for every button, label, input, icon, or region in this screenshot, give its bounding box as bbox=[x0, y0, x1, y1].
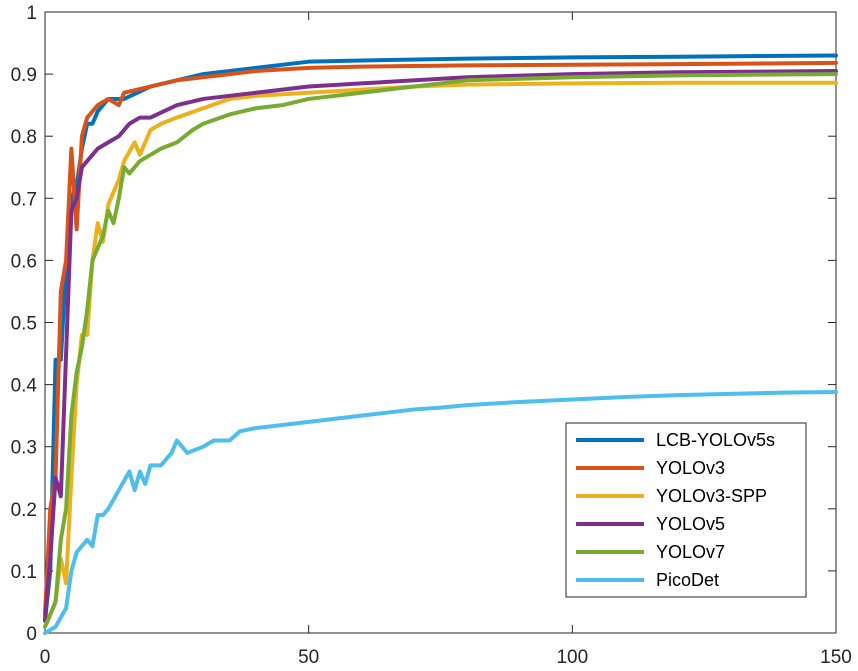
y-tick-label: 0.4 bbox=[11, 376, 38, 397]
legend-box bbox=[565, 422, 807, 598]
y-tick-label: 0.3 bbox=[11, 438, 37, 459]
series-line-3 bbox=[43, 69, 838, 623]
x-tick-label: 150 bbox=[820, 647, 852, 668]
y-tick-label: 0.2 bbox=[11, 500, 37, 521]
legend-label-1: YOLOv3 bbox=[656, 458, 725, 478]
y-tick-label: 0.9 bbox=[11, 65, 37, 86]
legend-label-5: PicoDet bbox=[656, 570, 719, 590]
y-tick-label: 0 bbox=[26, 624, 37, 645]
legend-label-2: YOLOv3-SPP bbox=[656, 486, 767, 506]
axes: 0 0.1 0.2 0.3 0.4 0.5 0.6 0.7 0.8 0.9 1 0 50 100 150 bbox=[11, 3, 852, 668]
legend-label-4: YOLOv7 bbox=[656, 542, 725, 562]
y-tick-label: 0.7 bbox=[11, 189, 37, 210]
series-line-5 bbox=[43, 390, 838, 635]
legend-label-3: YOLOv5 bbox=[656, 514, 725, 534]
legend-label-0: LCB-YOLOv5s bbox=[656, 430, 775, 450]
y-tick-label: 1 bbox=[26, 3, 37, 24]
x-tick-label: 100 bbox=[556, 647, 588, 668]
series-line-4 bbox=[43, 72, 838, 629]
y-tick-label: 0.5 bbox=[11, 314, 37, 335]
series-line-2 bbox=[43, 80, 838, 629]
y-tick-label: 0.1 bbox=[11, 562, 37, 583]
y-tick-label: 0.8 bbox=[11, 127, 37, 148]
series-line-1 bbox=[43, 60, 838, 617]
x-tick-label: 0 bbox=[40, 647, 51, 668]
x-tick-label: 50 bbox=[298, 647, 319, 668]
legend: LCB-YOLOv5s YOLOv3 YOLOv3-SPP YOLOv5 YOLOv7 P… bbox=[565, 422, 807, 598]
y-tick-label: 0.6 bbox=[11, 251, 37, 272]
series-lines bbox=[43, 53, 838, 635]
